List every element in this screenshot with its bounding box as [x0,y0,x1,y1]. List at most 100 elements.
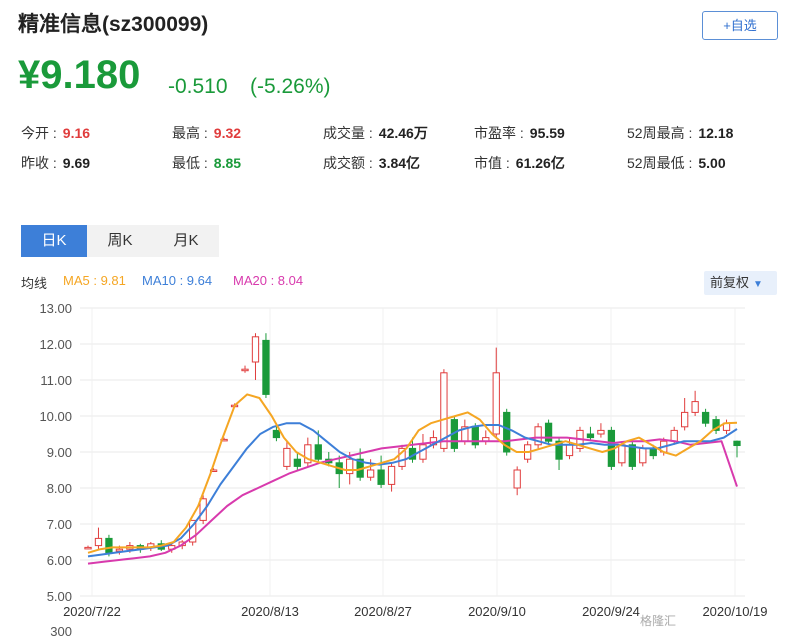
stat-item: 52周最高 : 12.18 [627,123,733,143]
stat-value: 42.46万 [378,125,428,141]
candle-body [94,537,103,547]
x-tick-label: 2020/8/13 [241,604,299,619]
stat-label: 市盈率 : [474,125,524,141]
stat-item: 最低 : 8.85 [172,153,241,173]
stat-value: 12.18 [698,125,734,141]
stat-label: 52周最低 : [627,155,693,171]
candle-body [115,548,124,552]
x-tick-label: 2020/7/22 [63,604,121,619]
candle-body [681,411,689,428]
candle-body [293,458,301,467]
candle-body [366,469,375,478]
price-change: -0.510 [168,75,228,98]
candle-body [199,498,207,521]
stat-item: 昨收 : 9.69 [21,153,90,173]
y-tick-label: 12.00 [39,337,72,352]
y-tick-label: 7.00 [47,517,72,532]
stat-item: 成交量 : 42.46万 [323,123,428,143]
candle-body [628,444,636,467]
candle-body [377,469,385,485]
y-tick-label: 6.00 [47,553,72,568]
stat-label: 市值 : [474,155,510,171]
candle-body [387,465,396,485]
candle-body [597,429,605,435]
stat-label: 成交量 : [323,125,373,141]
y-tick-label: 10.00 [39,409,72,424]
candle-body [670,429,678,442]
watermark-logo: 格隆汇 [640,614,677,628]
stat-item: 市值 : 61.26亿 [474,153,565,173]
stat-label: 昨收 : [21,155,57,171]
candle-body [503,411,511,453]
tab-daily-k[interactable]: 日K [21,225,87,257]
candle-body [314,444,322,460]
candle-body [513,469,521,489]
price-adjust-label: 前复权 [710,275,750,290]
y-tick-label: 13.00 [39,301,72,316]
price-adjust-dropdown[interactable]: 前复权 ▼ [704,271,777,295]
current-price: ¥9.180 [18,53,141,97]
candle-body [84,546,92,550]
stat-item: 市盈率 : 95.59 [474,123,565,143]
y-tick-label: 8.00 [47,481,72,496]
stat-item: 52周最低 : 5.00 [627,153,726,173]
candle-body [262,339,270,395]
x-tick-label: 2020/9/24 [582,604,640,619]
candle-body [701,411,710,424]
stat-value: 95.59 [529,125,565,141]
stat-label: 52周最高 : [627,125,693,141]
price-change-percent: (-5.26%) [250,75,331,98]
candle-body [544,422,553,442]
stat-item: 成交额 : 3.84亿 [323,153,420,173]
stat-label: 成交额 : [323,155,373,171]
ma10-legend: MA10 : 9.64 [142,273,213,288]
candle-body [534,426,542,446]
add-to-watchlist-button[interactable]: +自选 [702,11,778,40]
candle-body [649,447,657,457]
candle-body [440,372,448,449]
candle-body [639,447,647,464]
stat-item: 最高 : 9.32 [172,123,241,143]
stat-value: 8.85 [213,155,242,171]
x-tick-label: 2020/8/27 [354,604,412,619]
stat-value: 9.16 [62,125,91,141]
candle-body [712,419,720,431]
y-tick-label: 5.00 [47,589,72,604]
candle-body [251,336,260,363]
ma20-legend: MA20 : 8.04 [233,273,304,288]
ma5-legend: MA5 : 9.81 [63,273,126,288]
stock-title: 精准信息(sz300099) [18,13,209,36]
ma-legend-label: 均线 [21,276,48,291]
volume-tick-label: 300 [50,624,72,637]
stat-label: 今开 : [21,125,57,141]
candle-body [283,447,291,467]
candle-body [555,440,563,460]
candle-body [565,444,574,457]
candle-body [272,429,281,439]
candle-body [586,433,595,439]
candle-body [346,458,354,475]
candle-body [189,519,197,543]
x-tick-label: 2020/9/10 [468,604,526,619]
stat-label: 最低 : [172,155,208,171]
stat-value: 5.00 [698,155,726,171]
period-tabs: 日K 周K 月K [21,225,219,257]
candle-body [304,444,312,464]
candle-body [733,440,741,447]
y-tick-label: 9.00 [47,445,72,460]
stat-value: 9.32 [213,125,242,141]
tab-monthly-k[interactable]: 月K [153,225,219,257]
stat-item: 今开 : 9.16 [21,123,90,143]
stat-value: 3.84亿 [378,155,421,171]
y-tick-label: 11.00 [40,373,72,388]
tab-weekly-k[interactable]: 周K [87,225,153,257]
candle-body [241,368,249,372]
candle-body [398,447,406,467]
candle-body [105,537,113,554]
ma5-line [87,393,738,554]
ma10-line [87,422,738,558]
candle-body [492,372,500,435]
chevron-down-icon: ▼ [753,279,763,290]
candle-body [691,401,699,413]
